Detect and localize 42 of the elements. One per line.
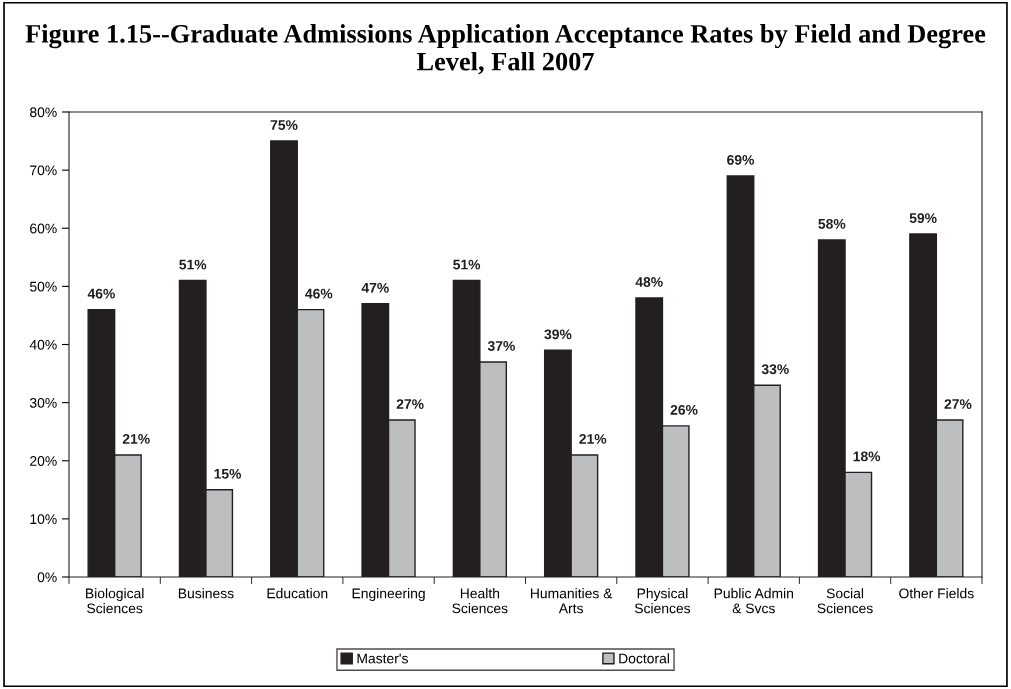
chart-title: Figure 1.15--Graduate Admissions Application Acceptance Rates by Field and Degree Level, Fall 2007 (25, 24, 986, 75)
x-tick-label: Physical Sciences (634, 588, 691, 614)
y-tick-label: 70% (30, 165, 57, 176)
y-tick-label: 20% (30, 456, 57, 466)
x-tick-label: Biological Sciences (86, 588, 144, 614)
legend-label: Doctoral (619, 653, 669, 664)
x-tick-label: Business (178, 588, 234, 599)
y-tick-label: 60% (30, 223, 57, 234)
data-label: 51% (179, 259, 207, 270)
y-tick-label: 50% (29, 281, 57, 292)
data-label: 37% (487, 341, 515, 351)
data-label: 27% (396, 399, 424, 409)
x-tick-label: Humanities & Arts (530, 588, 613, 614)
data-label: 46% (87, 288, 115, 299)
x-tick-label: Other Fields (899, 588, 974, 599)
y-tick-label: 80% (30, 107, 57, 118)
data-label: 59% (909, 213, 937, 223)
data-label: 18% (853, 451, 881, 462)
data-label: 15% (214, 468, 242, 479)
y-tick-label: 40% (29, 339, 57, 350)
x-tick-label: Social Sciences (817, 588, 873, 614)
data-label: 21% (579, 434, 607, 444)
data-label: 39% (544, 329, 572, 340)
data-label: 27% (944, 399, 972, 409)
data-label: 75% (270, 120, 298, 130)
data-label: 69% (727, 155, 755, 165)
x-tick-label: Engineering (352, 588, 425, 602)
x-tick-label: Health Sciences (452, 588, 508, 614)
y-tick-label: 0% (37, 572, 57, 583)
data-label: 26% (670, 404, 698, 415)
data-label: 51% (453, 259, 481, 270)
y-tick-label: 30% (29, 397, 57, 408)
x-tick-label: Public Admin & Svcs (714, 588, 793, 614)
data-label: 48% (635, 277, 663, 287)
legend-label: Master's (357, 653, 408, 664)
data-label: 46% (305, 288, 333, 299)
x-tick-label: Education (267, 588, 328, 599)
data-label: 58% (818, 218, 846, 229)
data-label: 33% (761, 364, 789, 375)
data-label: 21% (122, 434, 150, 444)
y-tick-label: 10% (30, 514, 57, 525)
data-label: 47% (361, 282, 389, 293)
